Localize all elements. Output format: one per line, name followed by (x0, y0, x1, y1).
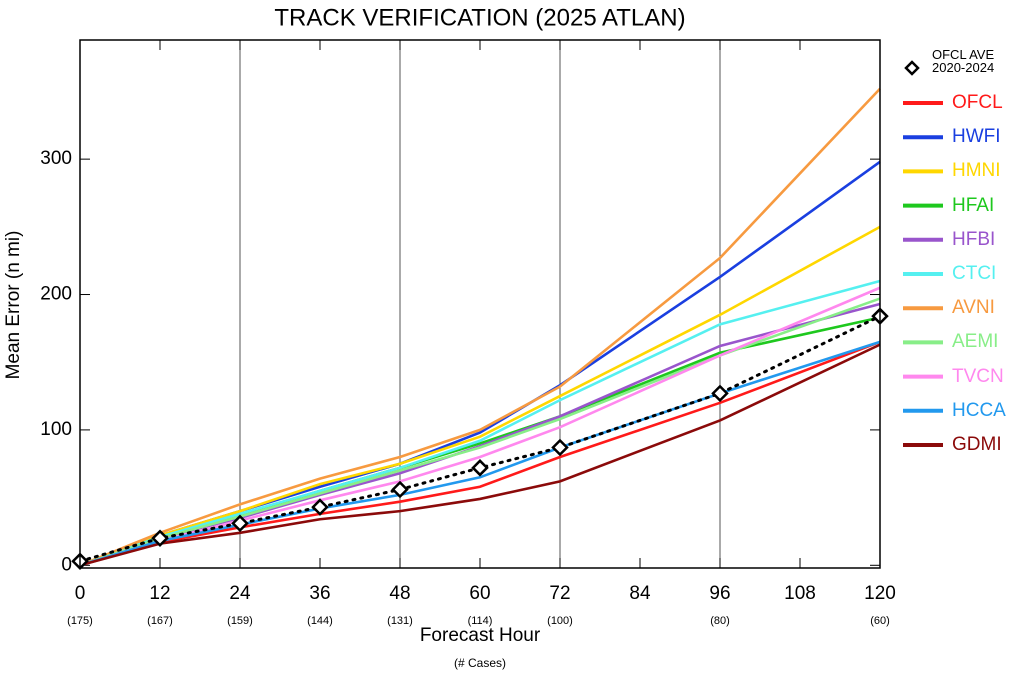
y-tick-label: 200 (40, 284, 72, 305)
series-line (79, 343, 881, 567)
legend-label: HFAI (952, 194, 995, 216)
x-axis-label: Forecast Hour (420, 625, 541, 646)
legend-label: GDMI (952, 434, 1002, 455)
marker (711, 384, 729, 403)
x-tick-label: 0 (75, 583, 86, 604)
case-label: (131) (387, 615, 413, 627)
marker (551, 438, 569, 457)
y-axis-label: Mean Error (n mi) (3, 231, 24, 380)
x-tick-label: 48 (389, 583, 410, 604)
legend-label: AVNI (952, 297, 995, 319)
legend-label: CTCI (952, 263, 997, 284)
chart-title: TRACK VERIFICATION (2025 ATLAN) (274, 4, 685, 31)
case-label: (144) (307, 615, 333, 627)
legend-label: HFBI (952, 228, 996, 250)
series-line (79, 87, 881, 567)
case-label: (100) (547, 615, 573, 627)
series-line (79, 340, 881, 567)
case-label: (159) (227, 615, 253, 627)
y-tick-label: 100 (40, 419, 72, 440)
series-line (79, 279, 881, 567)
series-line (79, 225, 881, 567)
case-label: (80) (710, 615, 730, 627)
marker (231, 514, 249, 533)
x-axis-sublabel: (# Cases) (454, 656, 506, 670)
series-line (79, 297, 881, 567)
x-tick-label: 108 (784, 583, 816, 604)
x-tick-label: 24 (229, 583, 251, 604)
case-label: (114) (468, 615, 493, 627)
legend-label: HWFI (952, 126, 1001, 148)
marker (391, 480, 409, 499)
marker (471, 459, 489, 477)
legend-label: TVCN (952, 365, 1004, 387)
legend-label: HMNI (952, 160, 1001, 182)
legend-label: HCCA (952, 399, 1006, 421)
series-line (79, 160, 881, 567)
legend-label: OFCL (952, 92, 1003, 113)
legend-marker (904, 60, 920, 76)
marker (151, 529, 169, 547)
x-tick-label: 84 (629, 583, 651, 604)
x-tick-label: 72 (549, 583, 570, 604)
x-tick-label: 120 (864, 583, 896, 604)
x-tick-label: 12 (149, 583, 170, 604)
plot-frame (79, 39, 881, 569)
y-tick-label: 300 (40, 148, 72, 169)
legend-label: OFCL AVE 2020-2024 (932, 47, 995, 75)
x-tick-label: 60 (469, 583, 490, 604)
x-tick-label: 96 (709, 583, 730, 604)
marker (311, 498, 329, 516)
case-label: (167) (147, 615, 173, 627)
y-tick-label: 0 (61, 554, 72, 575)
x-tick-label: 36 (309, 583, 330, 604)
legend-label: AEMI (952, 331, 999, 353)
case-label: (60) (870, 615, 890, 627)
case-label: (175) (67, 615, 93, 627)
